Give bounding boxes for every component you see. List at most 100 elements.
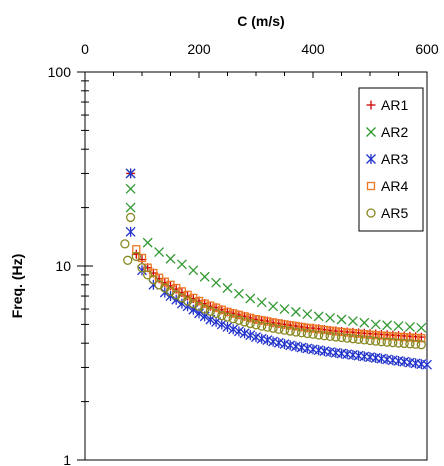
data-point <box>370 319 381 330</box>
data-point <box>382 337 392 347</box>
data-point <box>256 333 267 344</box>
data-point <box>234 315 244 325</box>
data-point <box>262 335 273 346</box>
y-tick-label: 10 <box>55 258 71 274</box>
data-point <box>348 334 358 344</box>
data-point <box>211 277 222 288</box>
data-point <box>268 318 278 327</box>
legend-entry: AR2 <box>366 124 408 140</box>
data-point <box>245 293 256 304</box>
data-point <box>371 336 381 346</box>
data-point <box>239 317 250 327</box>
data-point <box>228 324 239 335</box>
data-point <box>263 317 272 326</box>
data-point <box>313 311 324 322</box>
legend-marker <box>366 208 376 218</box>
data-point <box>416 340 426 350</box>
data-point <box>336 314 347 325</box>
data-point <box>416 322 427 333</box>
legend-marker <box>366 100 376 110</box>
data-point <box>125 202 136 213</box>
data-point <box>360 330 369 339</box>
data-point <box>377 331 386 340</box>
data-point <box>348 328 358 338</box>
legend: AR1 AR2 AR3 AR4 AR5 <box>358 87 424 232</box>
data-point <box>382 320 393 331</box>
data-point <box>399 338 409 349</box>
data-point <box>233 326 244 337</box>
data-point <box>216 319 227 330</box>
data-point <box>137 263 147 273</box>
data-point <box>325 331 335 341</box>
data-point <box>337 327 346 337</box>
legend-label: AR1 <box>381 97 408 113</box>
data-point <box>123 255 133 265</box>
data-point <box>394 332 403 341</box>
data-point <box>347 316 358 327</box>
data-point <box>365 330 375 339</box>
data-point <box>125 168 136 179</box>
data-point <box>188 265 199 276</box>
data-point <box>222 312 233 322</box>
data-point <box>205 306 216 316</box>
data-point <box>382 331 392 341</box>
series-ar5 <box>120 212 426 350</box>
data-point <box>343 328 352 337</box>
data-point <box>405 339 415 349</box>
data-point <box>302 309 313 320</box>
data-point <box>331 332 341 342</box>
data-point <box>359 317 370 328</box>
data-point <box>325 312 336 323</box>
legend-entry: AR4 <box>366 178 408 194</box>
data-point <box>297 322 306 332</box>
data-point <box>279 325 290 335</box>
data-point <box>257 321 267 331</box>
data-point <box>256 297 267 308</box>
data-point <box>411 333 420 343</box>
data-point <box>199 271 210 282</box>
legend-marker <box>366 154 376 164</box>
data-marks <box>120 168 432 370</box>
legend-entry: AR3 <box>366 151 408 167</box>
data-point <box>268 301 279 312</box>
data-point <box>217 310 227 321</box>
data-point <box>137 265 147 276</box>
data-point <box>404 322 415 332</box>
data-point <box>291 327 301 337</box>
data-point <box>410 339 421 349</box>
data-point <box>286 321 295 330</box>
axes: 0 200 400 600 C (m/s) 1 10 100 Freq. (Hz) <box>9 13 439 466</box>
data-point <box>320 325 329 335</box>
data-point <box>365 335 375 346</box>
data-point <box>125 212 136 223</box>
data-point <box>228 314 238 324</box>
data-point <box>200 299 209 308</box>
data-point <box>148 275 159 285</box>
data-point <box>257 316 266 325</box>
data-point <box>274 319 283 328</box>
data-point <box>280 320 289 329</box>
data-point <box>314 330 324 340</box>
data-point <box>388 332 397 341</box>
data-point <box>273 337 284 348</box>
data-point <box>233 288 244 299</box>
data-point <box>314 325 323 334</box>
y-axis-title: Freq. (Hz) <box>9 254 25 319</box>
data-point <box>291 321 301 331</box>
data-point <box>171 290 181 300</box>
data-point <box>182 296 193 306</box>
data-point <box>388 337 398 348</box>
data-point <box>200 304 210 314</box>
data-point <box>393 321 404 332</box>
data-point <box>125 226 136 237</box>
data-point <box>376 337 387 347</box>
legend-label: AR2 <box>381 124 408 140</box>
data-point <box>211 308 221 319</box>
data-point <box>308 329 318 339</box>
data-point <box>143 270 153 280</box>
data-point <box>279 339 290 350</box>
data-point <box>319 331 330 341</box>
data-point <box>422 359 432 370</box>
data-point <box>137 253 147 263</box>
